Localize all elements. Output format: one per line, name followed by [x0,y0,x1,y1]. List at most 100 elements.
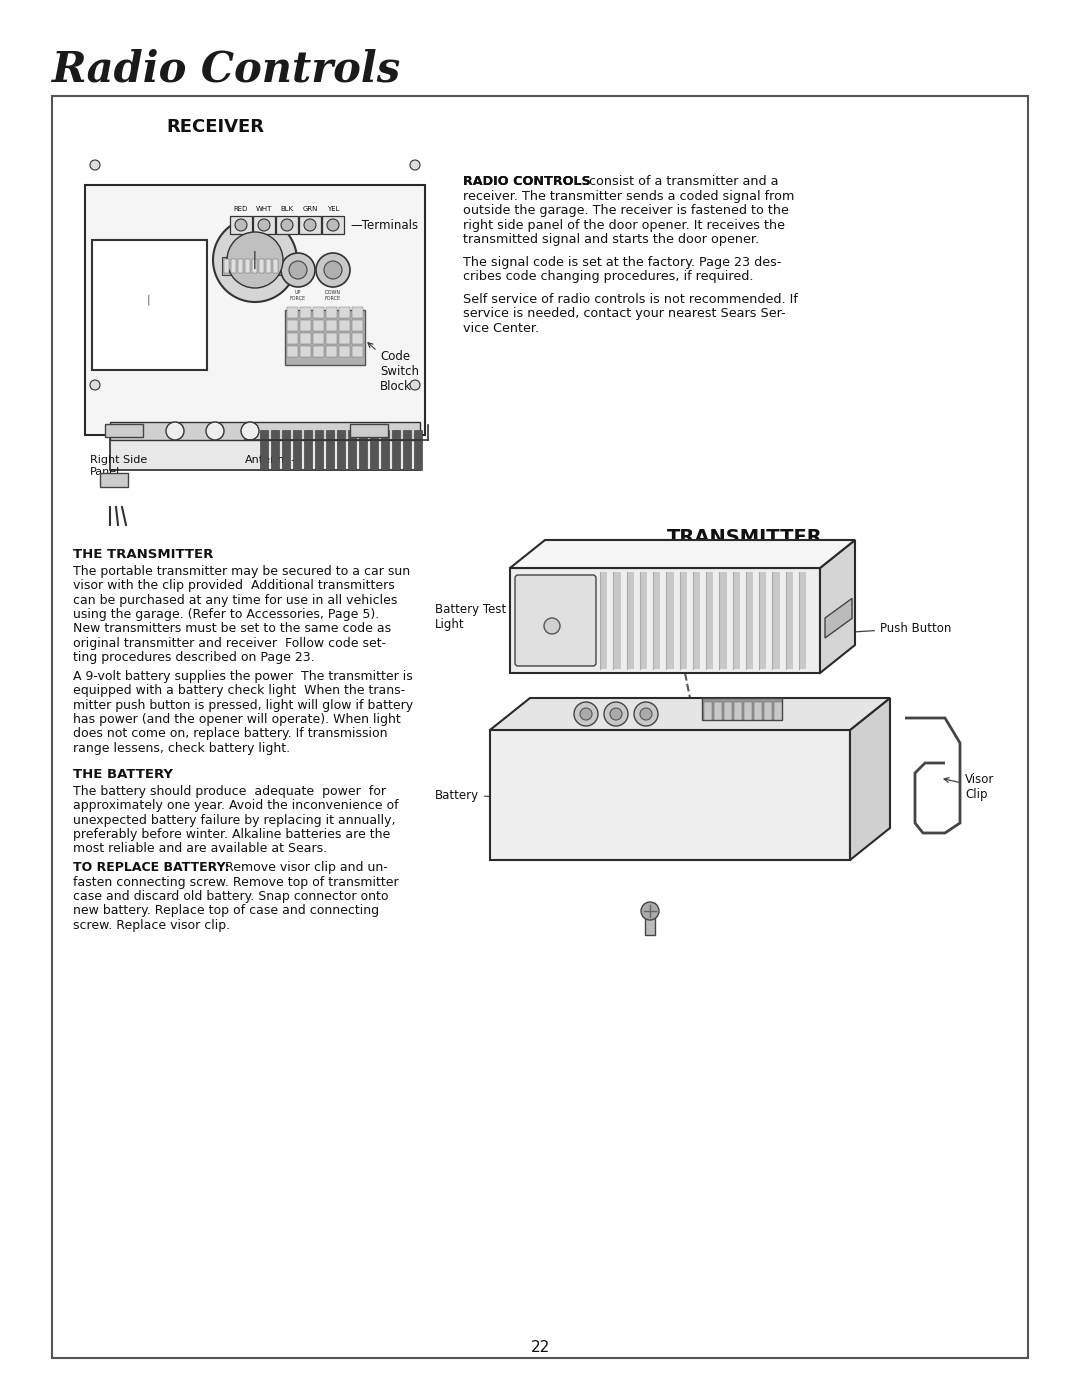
Bar [85,186,426,434]
Circle shape [580,708,592,720]
Bar [714,703,723,720]
Polygon shape [510,540,855,568]
Text: New transmitters must be set to the same code as: New transmitters must be set to the same… [73,623,391,635]
Bar [300,346,311,358]
Text: The battery should produce  adequate  power  for: The battery should produce adequate powe… [73,785,386,797]
FancyBboxPatch shape [515,575,596,666]
Text: RADIO CONTROLS: RADIO CONTROLS [463,175,595,188]
Text: original transmitter and receiver  Follow code set-: original transmitter and receiver Follow… [73,637,387,649]
Circle shape [642,902,659,920]
Text: Antenna—: Antenna— [245,455,303,465]
Bar [271,430,279,470]
Bar [100,473,129,487]
Bar [359,430,367,470]
Text: TRANSMITTER: TRANSMITTER [667,528,823,547]
Circle shape [166,422,184,440]
Text: Self service of radio controls is not recommended. If: Self service of radio controls is not re… [463,293,798,305]
Circle shape [610,708,622,720]
Circle shape [544,617,561,634]
Text: consist of a transmitter and a: consist of a transmitter and a [585,175,779,188]
Bar [732,572,740,670]
Text: Battery Test
Light: Battery Test Light [435,604,548,631]
Circle shape [281,253,315,287]
Bar [266,258,271,274]
Bar [326,346,337,358]
Text: Visor
Clip: Visor Clip [944,773,995,802]
Bar [282,430,291,470]
Bar [666,572,674,670]
Text: can be purchased at any time for use in all vehicles: can be purchased at any time for use in … [73,594,397,606]
Text: right side panel of the door opener. It receives the: right side panel of the door opener. It … [463,219,785,231]
Circle shape [604,703,627,726]
Bar [754,703,762,720]
Circle shape [324,261,342,279]
Text: has power (and the opener will operate). When light: has power (and the opener will operate).… [73,714,401,726]
Text: Right Side
Panel: Right Side Panel [90,455,147,477]
Text: TO REPLACE BATTERY:: TO REPLACE BATTERY: [73,861,229,874]
Bar [692,572,700,670]
Text: BLK: BLK [281,206,294,212]
Circle shape [634,703,658,726]
Circle shape [289,261,307,279]
Bar [260,430,268,470]
Text: outside the garage. The receiver is fastened to the: outside the garage. The receiver is fast… [463,204,788,217]
Bar [746,572,753,670]
Bar [370,430,378,470]
Bar [759,572,767,670]
Polygon shape [825,598,852,638]
Bar [772,572,780,670]
Text: YEL: YEL [327,206,339,212]
Text: |: | [146,294,150,305]
Bar [679,572,687,670]
Bar [300,320,311,331]
Bar [252,258,257,274]
Text: unexpected battery failure by replacing it annually,: unexpected battery failure by replacing … [73,814,395,826]
Text: UP
FORCE: UP FORCE [289,290,306,301]
Text: DOWN
FORCE: DOWN FORCE [325,290,341,301]
Text: approximately one year. Avoid the inconvenience of: approximately one year. Avoid the inconv… [73,799,399,813]
Text: Push Button: Push Button [841,622,951,635]
Circle shape [410,380,420,390]
Polygon shape [510,568,820,672]
Polygon shape [490,698,890,730]
Bar [110,430,420,470]
Bar [273,258,278,274]
Text: preferably before winter. Alkaline batteries are the: preferably before winter. Alkaline batte… [73,828,390,840]
Polygon shape [850,698,890,859]
Bar [276,216,298,234]
Bar [639,572,647,670]
Bar [339,307,350,318]
Bar [326,320,337,331]
Circle shape [640,708,652,720]
Bar [613,572,621,670]
Polygon shape [820,540,855,672]
Text: new battery. Replace top of case and connecting: new battery. Replace top of case and con… [73,905,379,917]
Polygon shape [490,730,850,859]
Text: A 9-volt battery supplies the power  The transmitter is: A 9-volt battery supplies the power The … [73,670,413,683]
Bar [352,307,363,318]
Text: GRN: GRN [302,206,318,212]
Text: RADIO CONTROLS: RADIO CONTROLS [463,175,591,188]
Circle shape [410,160,420,170]
Bar [313,346,324,358]
Bar [352,346,363,358]
Bar [352,333,363,344]
Circle shape [90,160,100,170]
Bar [313,307,324,318]
Bar [785,572,793,670]
Bar [352,320,363,331]
Bar [704,703,712,720]
Circle shape [213,219,297,302]
Bar [724,703,732,720]
Bar [403,430,411,470]
Bar [313,320,324,331]
Circle shape [235,219,247,231]
Circle shape [303,219,316,231]
Bar [105,424,143,437]
Text: WHT: WHT [256,206,272,212]
Bar [287,346,298,358]
Circle shape [316,253,350,287]
Bar [287,333,298,344]
Bar [231,258,237,274]
Circle shape [327,219,339,231]
